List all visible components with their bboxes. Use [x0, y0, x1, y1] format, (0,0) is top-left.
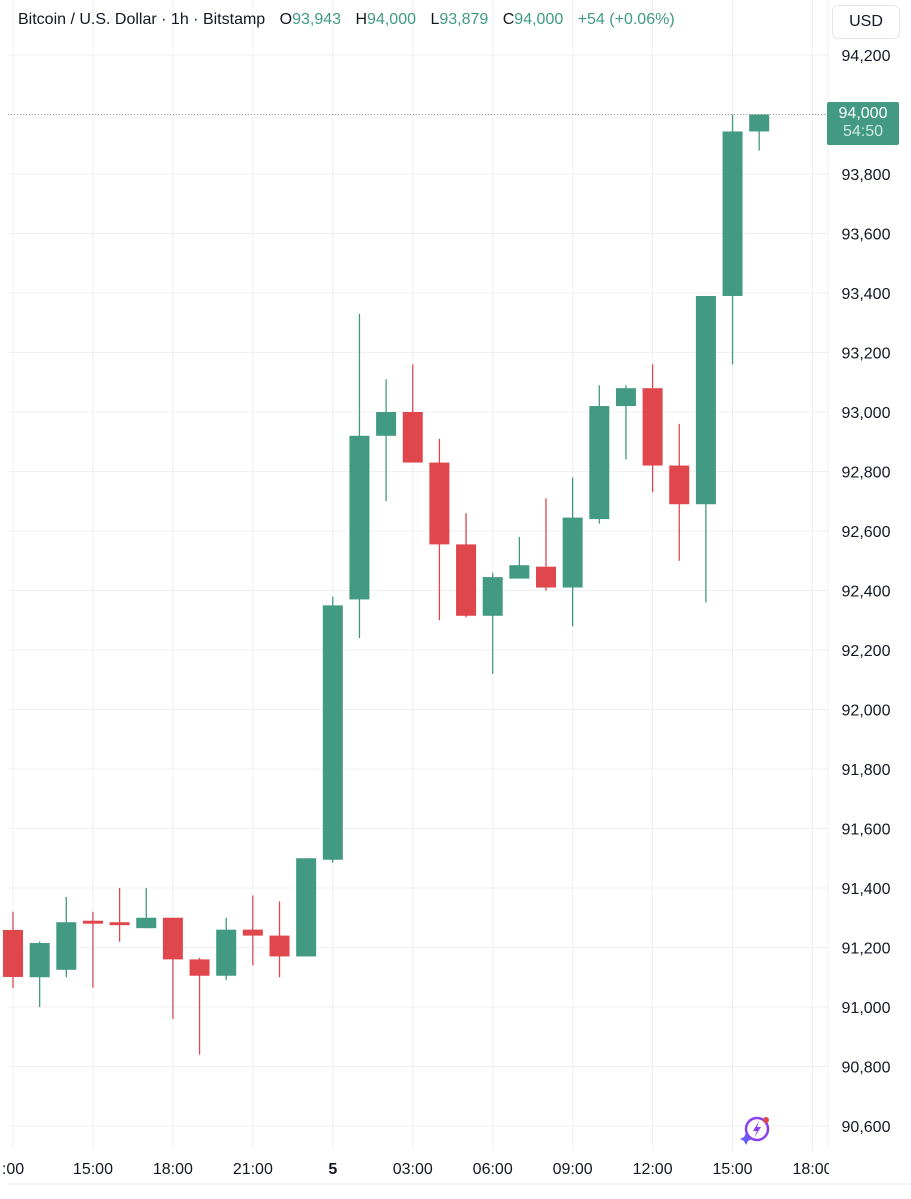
- candle-body: [136, 917, 157, 929]
- candle-body: [349, 435, 370, 600]
- close-label: C: [502, 11, 515, 28]
- candle-body: [695, 295, 716, 505]
- y-tick-label: 90,800: [842, 1060, 891, 1077]
- candle-body: [189, 959, 210, 976]
- high-value: 94,000: [367, 11, 416, 28]
- y-tick-label: 93,600: [842, 227, 891, 244]
- y-tick-label: 92,600: [842, 524, 891, 541]
- candle-body: [322, 605, 343, 860]
- currency-button[interactable]: USD: [832, 5, 900, 39]
- change-value: +54 (+0.06%): [577, 11, 675, 28]
- candle-body: [376, 412, 397, 436]
- bar-countdown: 54:50: [842, 123, 884, 140]
- candle-body: [162, 917, 183, 960]
- open-label: O: [279, 11, 293, 28]
- y-tick-label: 92,000: [842, 703, 891, 720]
- low-label: L: [430, 11, 440, 28]
- candle-body: [429, 462, 450, 545]
- candle-body: [536, 566, 556, 588]
- x-tick-label: 18:00: [792, 1161, 832, 1178]
- symbol-legend: Bitcoin / U.S. Dollar · 1h · Bitstamp O9…: [18, 11, 675, 29]
- x-tick-label: 18:00: [153, 1161, 193, 1178]
- close-value: 94,000: [514, 11, 564, 28]
- symbol-title: Bitcoin / U.S. Dollar · 1h · Bitstamp: [18, 11, 266, 28]
- candle-body: [589, 406, 610, 520]
- candle-body: [615, 388, 636, 407]
- y-tick-label: 91,600: [842, 822, 891, 839]
- y-tick-label: 90,600: [842, 1119, 891, 1136]
- y-tick-label: 91,400: [842, 881, 891, 898]
- candle-body: [722, 131, 743, 296]
- lightning-icon[interactable]: [738, 1112, 774, 1148]
- x-tick-label: 15:00: [713, 1161, 753, 1178]
- y-tick-label: 92,800: [842, 465, 891, 482]
- open-value: 93,943: [292, 11, 342, 28]
- x-tick-label: 15:00: [73, 1161, 113, 1178]
- candle-body: [509, 565, 530, 579]
- last-price: 94,000: [838, 105, 888, 122]
- candle-body: [29, 943, 50, 978]
- low-value: 93,879: [439, 11, 489, 28]
- x-tick-label: 06:00: [473, 1161, 513, 1178]
- x-tick-label: 03:00: [393, 1161, 433, 1178]
- y-tick-label: 91,800: [842, 762, 891, 779]
- axis-corner: [829, 1150, 911, 1199]
- candle-body: [269, 935, 290, 957]
- x-tick-label: 5: [328, 1161, 337, 1178]
- candle-body: [216, 929, 237, 976]
- y-tick-label: 93,400: [842, 286, 891, 303]
- candle-body: [482, 577, 503, 616]
- candle-body: [456, 544, 477, 616]
- y-tick-label: 92,200: [842, 643, 891, 660]
- y-tick-label: 93,800: [842, 167, 891, 184]
- x-tick-label: 09:00: [553, 1161, 593, 1178]
- y-tick-label: 93,000: [842, 405, 891, 422]
- x-tick-label: 12:00: [633, 1161, 673, 1178]
- y-tick-label: 91,200: [842, 941, 891, 958]
- x-tick-label: 21:00: [233, 1161, 273, 1178]
- last-price-tag: 94,000 54:50: [827, 102, 899, 145]
- candle-body: [669, 465, 690, 505]
- y-tick-label: 91,000: [842, 1000, 891, 1017]
- candle-body: [109, 922, 130, 926]
- candle-body: [562, 517, 583, 588]
- high-label: H: [355, 11, 368, 28]
- candle-body: [749, 114, 770, 132]
- y-tick-label: 94,200: [842, 48, 891, 65]
- candle-body: [642, 388, 663, 466]
- x-tick-label: :00: [2, 1161, 24, 1178]
- candle-body: [82, 920, 103, 924]
- y-tick-label: 93,200: [842, 346, 891, 363]
- candle-body: [296, 858, 317, 957]
- candle-body: [242, 929, 263, 936]
- candle-body: [402, 412, 423, 463]
- candle-body: [56, 922, 77, 970]
- y-tick-label: 92,400: [842, 584, 891, 601]
- candle-body: [3, 929, 23, 977]
